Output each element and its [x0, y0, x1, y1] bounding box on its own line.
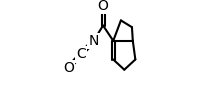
Text: O: O — [62, 61, 73, 75]
Text: N: N — [88, 34, 98, 48]
Text: C: C — [76, 47, 85, 61]
Text: O: O — [97, 0, 108, 13]
